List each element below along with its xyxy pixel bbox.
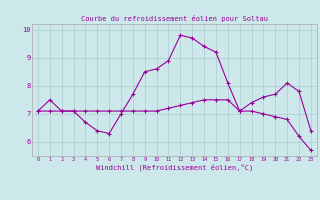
X-axis label: Windchill (Refroidissement éolien,°C): Windchill (Refroidissement éolien,°C) bbox=[96, 164, 253, 171]
Title: Courbe du refroidissement éolien pour Soltau: Courbe du refroidissement éolien pour So… bbox=[81, 15, 268, 22]
